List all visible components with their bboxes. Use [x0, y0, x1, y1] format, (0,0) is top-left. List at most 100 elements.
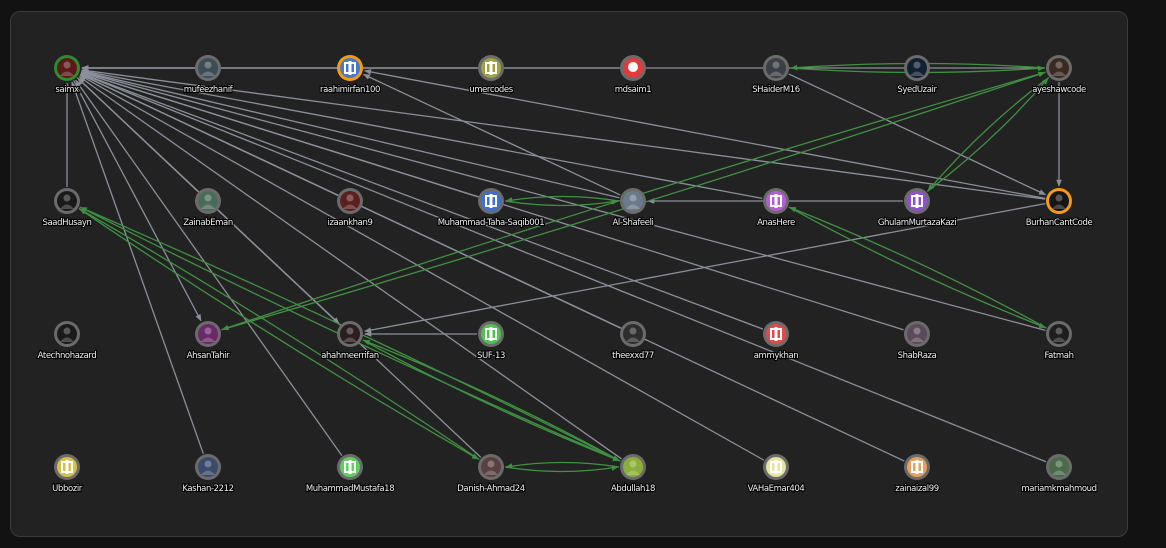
graph-node[interactable]: SyedUzair — [896, 55, 939, 96]
avatar-head — [629, 194, 637, 202]
graph-edge — [505, 195, 620, 203]
graph-edge — [788, 73, 1047, 196]
node-label: izaankhan9 — [328, 218, 373, 228]
graph-edge — [926, 77, 1049, 192]
avatar-body — [60, 337, 74, 342]
graph-edge — [80, 70, 1046, 332]
avatar-body — [484, 470, 498, 475]
graph-node[interactable]: MuhammadMustafa18 — [305, 454, 396, 495]
avatar-head — [629, 460, 637, 468]
graph-node[interactable]: Atechnohazard — [37, 321, 98, 362]
avatar-photo-icon — [198, 457, 218, 477]
identicon-pattern — [774, 327, 778, 341]
node-label: ZainabEman — [183, 218, 233, 228]
graph-node[interactable]: ZainabEman — [182, 188, 234, 229]
graph-node[interactable]: zainaizal99 — [894, 454, 940, 495]
node-label: mufeezhanif — [184, 85, 234, 95]
avatar-body — [769, 71, 783, 76]
graph-node[interactable]: VAHaEmar404 — [746, 454, 806, 495]
graph-node[interactable]: Kashan-2212 — [181, 454, 235, 495]
avatar-photo-icon — [1049, 324, 1069, 344]
graph-node[interactable]: BurhanCantCode — [1025, 188, 1094, 229]
graph-node[interactable]: Ubbozir — [51, 454, 84, 495]
avatar-photo-icon — [57, 191, 77, 211]
graph-node[interactable]: ammykhan — [753, 321, 800, 362]
identicon-pattern — [915, 194, 919, 208]
avatar-photo-icon — [481, 457, 501, 477]
graph-node[interactable]: mdsaim1 — [614, 55, 653, 96]
identicon-pattern — [65, 460, 69, 474]
graph-node[interactable]: ShabRaza — [897, 321, 938, 362]
avatar-head — [63, 327, 71, 335]
node-label: SyedUzair — [897, 85, 937, 95]
avatar-head — [1055, 460, 1063, 468]
graph-edge — [79, 74, 765, 461]
graph-node[interactable]: umercodes — [468, 55, 515, 96]
graph-node[interactable]: GhulamMurtazaKazi — [877, 188, 958, 229]
graph-node[interactable]: ahahmeerrifan — [320, 321, 380, 362]
graph-edge — [78, 207, 479, 460]
avatar-body — [910, 337, 924, 342]
graph-node[interactable]: Fatmah — [1043, 321, 1075, 362]
node-label: Muhammad-Taha-Saqib001 — [438, 218, 545, 228]
identicon-pattern — [348, 460, 352, 474]
graph-node[interactable]: saimx — [54, 55, 81, 96]
avatar-body — [343, 204, 357, 209]
graph-node[interactable]: AnasHere — [756, 188, 797, 229]
avatar-photo-icon — [57, 58, 77, 78]
graph-node[interactable]: SHaiderM16 — [751, 55, 801, 96]
avatar-body — [201, 337, 215, 342]
graph-node[interactable]: Abdullah18 — [610, 454, 657, 495]
node-layer: saimx mufeezhanif raahimirfan100 umercodes m… — [37, 55, 1098, 495]
node-label: Ubbozir — [52, 484, 83, 494]
graph-node[interactable]: Muhammad-Taha-Saqib001 — [437, 188, 546, 229]
graph-node[interactable]: izaankhan9 — [326, 188, 374, 229]
graph-node[interactable]: theexxd77 — [611, 321, 655, 362]
identicon-pattern — [489, 327, 493, 341]
avatar-photo-icon — [1049, 58, 1069, 78]
graph-edge — [79, 208, 480, 461]
avatar-head — [63, 194, 71, 202]
graph-node[interactable]: SaadHusayn — [41, 188, 93, 229]
node-label: SUF-13 — [477, 351, 505, 361]
avatar-body — [1052, 337, 1066, 342]
graph-edge — [80, 72, 764, 330]
skull-shape — [628, 62, 638, 72]
node-label: mariamkmahmoud — [1021, 484, 1096, 494]
avatar-body — [201, 71, 215, 76]
node-label: AnasHere — [757, 218, 795, 228]
graph-edge — [504, 465, 619, 473]
node-label: raahimirfan100 — [320, 85, 380, 95]
graph-edge — [217, 210, 340, 325]
edge-layer — [64, 62, 1062, 473]
graph-node[interactable]: raahimirfan100 — [319, 55, 382, 96]
identicon-pattern — [915, 460, 919, 474]
avatar-head — [487, 460, 495, 468]
graph-node[interactable]: Danish-Ahmad24 — [456, 454, 526, 495]
avatar-head — [204, 61, 212, 69]
identicon-pattern — [489, 194, 493, 208]
network-graph[interactable]: saimx mufeezhanif raahimirfan100 umercodes m… — [11, 12, 1128, 537]
node-label: GhulamMurtazaKazi — [878, 218, 956, 228]
node-label: mdsaim1 — [615, 85, 652, 95]
graph-node[interactable]: AhsanTahir — [186, 321, 232, 362]
identicon-pattern — [489, 61, 493, 75]
graph-node[interactable]: SUF-13 — [476, 321, 507, 362]
identicon-pattern — [774, 194, 778, 208]
graph-node[interactable]: Al-Shafeeli — [611, 188, 655, 229]
node-label: ayeshawcode — [1032, 85, 1086, 95]
avatar-head — [346, 194, 354, 202]
node-label: ShabRaza — [898, 351, 937, 361]
node-label: zainaizal99 — [895, 484, 938, 494]
graph-node[interactable]: ayeshawcode — [1031, 55, 1087, 96]
graph-node[interactable]: mufeezhanif — [183, 55, 235, 96]
node-label: ahahmeerrifan — [321, 351, 379, 361]
node-label: BurhanCantCode — [1026, 218, 1093, 228]
graph-edge — [80, 72, 1047, 463]
avatar-photo-icon — [907, 324, 927, 344]
avatar-photo-icon — [340, 191, 360, 211]
avatar-head — [629, 327, 637, 335]
graph-edge — [364, 69, 1046, 200]
graph-edge — [362, 73, 621, 196]
graph-node[interactable]: mariamkmahmoud — [1020, 454, 1098, 495]
